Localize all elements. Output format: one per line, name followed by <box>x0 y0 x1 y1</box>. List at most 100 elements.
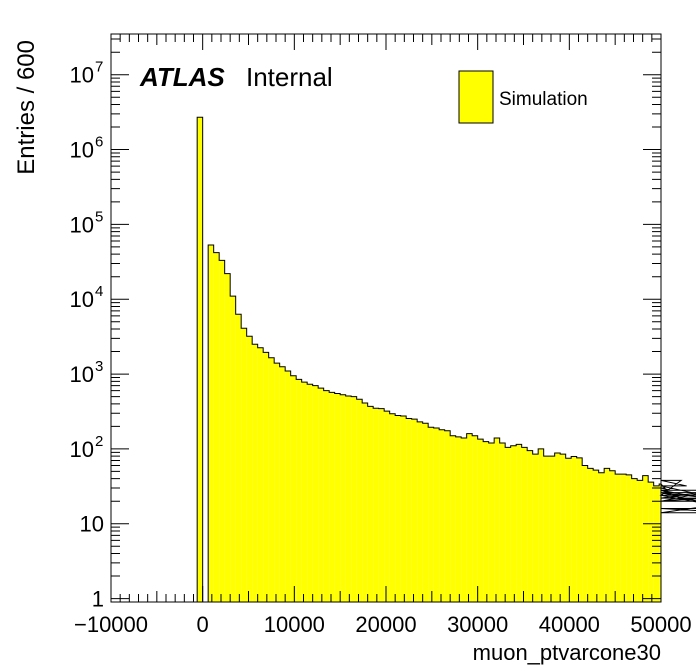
histogram-bar <box>604 468 610 602</box>
histogram-bar <box>620 474 627 602</box>
histogram-bar <box>532 454 539 602</box>
histogram-bar <box>527 450 533 602</box>
histogram-bar <box>571 456 577 602</box>
histogram-bar <box>516 444 522 602</box>
histogram-bar <box>257 347 264 602</box>
histogram-bar <box>378 408 385 602</box>
histogram-bar <box>340 394 346 602</box>
histogram-bar <box>274 363 280 602</box>
histogram-bar <box>384 411 390 602</box>
histogram-bar <box>351 396 357 602</box>
histogram-bar <box>230 296 236 602</box>
histogram-bar <box>422 423 429 602</box>
histogram-bar <box>653 485 660 602</box>
histogram-bar <box>510 445 517 602</box>
legend: Simulation <box>458 70 588 124</box>
histogram-bar <box>642 475 649 602</box>
tick-marks <box>110 34 662 602</box>
histogram-bar <box>290 375 297 602</box>
histogram-bar <box>483 441 489 602</box>
x-tick-label: −10000 <box>74 612 148 637</box>
histogram-bar <box>389 413 396 602</box>
histogram-bar <box>345 395 352 602</box>
histogram-bar <box>411 419 418 602</box>
histogram-bar <box>433 428 440 602</box>
histogram-bar <box>318 388 324 602</box>
x-tick-label: 50000 <box>630 612 691 637</box>
histogram-bar <box>615 474 621 602</box>
histogram-bar <box>444 430 451 602</box>
histogram-bar <box>268 357 275 602</box>
atlas-bold-text: ATLAS <box>139 62 225 92</box>
x-tick-label: 10000 <box>264 612 325 637</box>
histogram-bar <box>428 427 434 602</box>
histogram-bar <box>208 245 214 602</box>
histogram-bar <box>499 442 506 602</box>
histogram-bar <box>565 458 572 602</box>
histogram-bar <box>593 470 599 602</box>
x-tick-labels: −10000 0 10000 20000 30000 40000 50000 <box>74 612 692 637</box>
histogram-bar <box>461 437 467 602</box>
histogram-bar <box>549 456 555 602</box>
histogram-bar <box>477 439 484 602</box>
histogram-bar <box>648 482 654 602</box>
histogram-bar <box>334 393 341 602</box>
histogram-bar <box>450 435 456 602</box>
histogram-bar <box>323 390 330 602</box>
histogram-bar <box>455 436 462 602</box>
histogram-bar <box>631 478 638 602</box>
y-tick-label: 1 <box>92 587 104 612</box>
histogram-bar <box>329 392 335 602</box>
y-tick-label: 10 <box>70 437 94 462</box>
histogram-bar <box>400 416 407 602</box>
histogram-bar <box>554 453 561 602</box>
histogram-bar <box>285 370 291 602</box>
histogram-bar <box>472 435 478 602</box>
x-tick-label: 20000 <box>355 612 416 637</box>
y-tick-label: 10 <box>80 512 104 537</box>
histogram-bar <box>626 474 632 602</box>
histogram-bar <box>609 470 616 602</box>
y-tick-label: 10 <box>70 362 94 387</box>
histogram-bar <box>197 117 203 603</box>
histogram-bar <box>395 415 401 602</box>
histogram-bar <box>543 456 550 602</box>
x-tick-label: 30000 <box>447 612 508 637</box>
histogram-bar <box>637 480 643 602</box>
histogram-bar <box>356 399 363 602</box>
y-tick-exponent: 6 <box>95 134 103 151</box>
histogram-bar <box>505 447 511 602</box>
x-axis-label: muon_ptvarcone30 <box>473 640 661 665</box>
histogram-bar <box>219 260 225 602</box>
histogram-bar <box>417 421 423 602</box>
histogram-bar <box>576 457 583 602</box>
y-tick-label: 10 <box>70 63 94 88</box>
y-tick-exponent: 2 <box>95 433 103 450</box>
histogram-bar <box>362 403 368 602</box>
histogram-bar <box>213 252 220 602</box>
legend-swatch <box>458 70 494 124</box>
y-tick-exponent: 4 <box>95 283 103 300</box>
histogram-bar <box>307 384 313 602</box>
x-tick-label: 0 <box>197 612 209 637</box>
axis-ticks <box>110 34 662 602</box>
histogram-bar <box>439 429 445 602</box>
histogram-bars <box>196 116 696 603</box>
y-tick-exponent: 3 <box>95 358 103 375</box>
histogram-bar <box>367 406 374 602</box>
histogram-bar <box>296 379 302 602</box>
histogram-bar <box>488 442 495 602</box>
y-axis-label: Entries / 600 <box>13 40 40 175</box>
histogram-bar <box>263 352 269 602</box>
histogram-bar <box>521 447 528 602</box>
histogram-bar <box>301 382 308 602</box>
histogram-bar <box>659 483 661 602</box>
histogram-bar <box>279 366 286 602</box>
histogram-bar <box>494 437 500 602</box>
y-tick-label: 10 <box>70 212 94 237</box>
histogram-bar <box>560 454 566 602</box>
histogram-outline <box>196 116 696 603</box>
histogram-bar <box>587 468 594 602</box>
